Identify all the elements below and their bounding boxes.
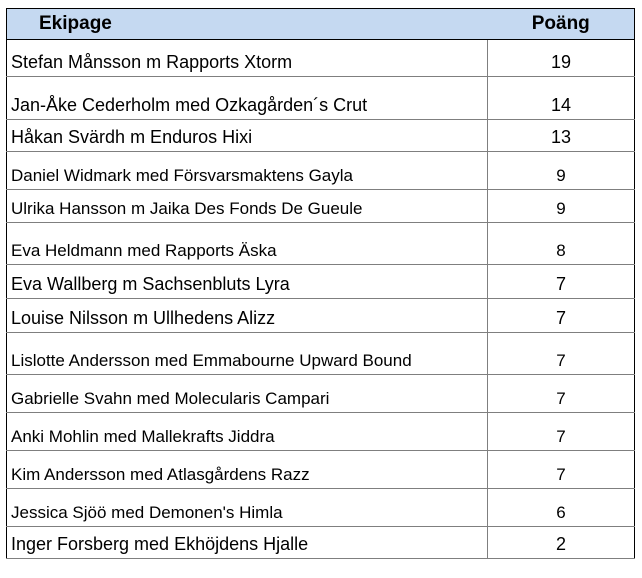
table-row: Kim Andersson med Atlasgårdens Razz 7 (6, 450, 635, 489)
table-row: Jessica Sjöö med Demonen's Himla 6 (6, 488, 635, 527)
ekipage-cell: Daniel Widmark med Försvarsmaktens Gayla (6, 151, 488, 190)
table-row: Louise Nilsson m Ullhedens Alizz 7 (6, 298, 635, 333)
table-row: Håkan Svärdh m Enduros Hixi 13 (6, 119, 635, 152)
table-row: Inger Forsberg med Ekhöjdens Hjalle 2 (6, 526, 635, 559)
poang-cell: 19 (487, 39, 635, 77)
poang-value: 9 (556, 166, 566, 185)
ekipage-cell: Anki Mohlin med Mallekrafts Jiddra (6, 412, 488, 451)
ekipage-cell: Jan-Åke Cederholm med Ozkagården´s Crut (6, 76, 488, 120)
poang-value: 19 (550, 52, 572, 72)
ekipage-cell: Eva Wallberg m Sachsenbluts Lyra (6, 264, 488, 299)
table-row: Anki Mohlin med Mallekrafts Jiddra 7 (6, 412, 635, 451)
ekipage-text: Anki Mohlin med Mallekrafts Jiddra (11, 427, 275, 446)
poang-cell: 7 (487, 374, 635, 413)
ekipage-text: Louise Nilsson m Ullhedens Alizz (11, 308, 276, 328)
ekipage-text: Inger Forsberg med Ekhöjdens Hjalle (11, 534, 309, 554)
ekipage-text: Jessica Sjöö med Demonen's Himla (11, 503, 283, 522)
poang-value: 14 (550, 95, 572, 115)
header-poang: Poäng (487, 8, 635, 40)
poang-cell: 6 (487, 488, 635, 527)
results-table-container: Ekipage Poäng Stefan Månsson m Rapports … (6, 8, 635, 576)
poang-value: 7 (556, 427, 566, 446)
ekipage-text: Håkan Svärdh m Enduros Hixi (11, 127, 253, 147)
poang-cell: 7 (487, 298, 635, 333)
ekipage-cell: Kim Andersson med Atlasgårdens Razz (6, 450, 488, 489)
ekipage-text: Ulrika Hansson m Jaika Des Fonds De Gueu… (11, 199, 363, 218)
poang-value: 7 (556, 465, 566, 484)
poang-value: 7 (555, 274, 566, 294)
table-row: Eva Heldmann med Rapports Äska 8 (6, 222, 635, 265)
table-row: Lislotte Andersson med Emmabourne Upward… (6, 332, 635, 375)
ekipage-text: Kim Andersson med Atlasgårdens Razz (11, 465, 310, 484)
poang-value: 2 (555, 534, 566, 554)
poang-cell: 13 (487, 119, 635, 152)
ekipage-text: Eva Heldmann med Rapports Äska (11, 241, 277, 260)
poang-cell: 7 (487, 450, 635, 489)
ekipage-cell: Jessica Sjöö med Demonen's Himla (6, 488, 488, 527)
poang-value: 6 (556, 503, 566, 522)
poang-value: 9 (556, 199, 566, 218)
poang-cell: 8 (487, 222, 635, 265)
poang-value: 7 (556, 389, 566, 408)
table-row: Gabrielle Svahn med Molecularis Campari 7 (6, 374, 635, 413)
table-row: Daniel Widmark med Försvarsmaktens Gayla… (6, 151, 635, 190)
table-row: Jan-Åke Cederholm med Ozkagården´s Crut 1… (6, 76, 635, 120)
poang-cell: 9 (487, 189, 635, 223)
poang-cell: 7 (487, 412, 635, 451)
ekipage-cell: Eva Heldmann med Rapports Äska (6, 222, 488, 265)
poang-value: 7 (556, 351, 566, 370)
ekipage-text: Daniel Widmark med Försvarsmaktens Gayla (11, 166, 353, 185)
ekipage-cell: Stefan Månsson m Rapports Xtorm (6, 39, 488, 77)
table-row: Eva Wallberg m Sachsenbluts Lyra 7 (6, 264, 635, 299)
poang-cell: 9 (487, 151, 635, 190)
ekipage-cell: Louise Nilsson m Ullhedens Alizz (6, 298, 488, 333)
poang-cell: 2 (487, 526, 635, 559)
results-table: Ekipage Poäng Stefan Månsson m Rapports … (6, 8, 635, 559)
poang-cell: 14 (487, 76, 635, 120)
poang-cell: 7 (487, 332, 635, 375)
ekipage-text: Jan-Åke Cederholm med Ozkagården´s Crut (11, 95, 368, 115)
poang-value: 7 (555, 308, 566, 328)
ekipage-text: Lislotte Andersson med Emmabourne Upward… (11, 351, 412, 370)
ekipage-cell: Ulrika Hansson m Jaika Des Fonds De Gueu… (6, 189, 488, 223)
ekipage-cell: Håkan Svärdh m Enduros Hixi (6, 119, 488, 152)
header-ekipage: Ekipage (6, 8, 488, 40)
poang-value: 13 (550, 127, 572, 147)
poang-cell: 7 (487, 264, 635, 299)
ekipage-text: Eva Wallberg m Sachsenbluts Lyra (11, 274, 290, 294)
ekipage-cell: Lislotte Andersson med Emmabourne Upward… (6, 332, 488, 375)
ekipage-cell: Inger Forsberg med Ekhöjdens Hjalle (6, 526, 488, 559)
ekipage-text: Stefan Månsson m Rapports Xtorm (11, 52, 293, 72)
ekipage-text: Gabrielle Svahn med Molecularis Campari (11, 389, 330, 408)
table-row: Stefan Månsson m Rapports Xtorm 19 (6, 39, 635, 77)
table-row: Ulrika Hansson m Jaika Des Fonds De Gueu… (6, 189, 635, 223)
ekipage-cell: Gabrielle Svahn med Molecularis Campari (6, 374, 488, 413)
poang-value: 8 (556, 241, 566, 260)
header-row: Ekipage Poäng (6, 8, 635, 40)
